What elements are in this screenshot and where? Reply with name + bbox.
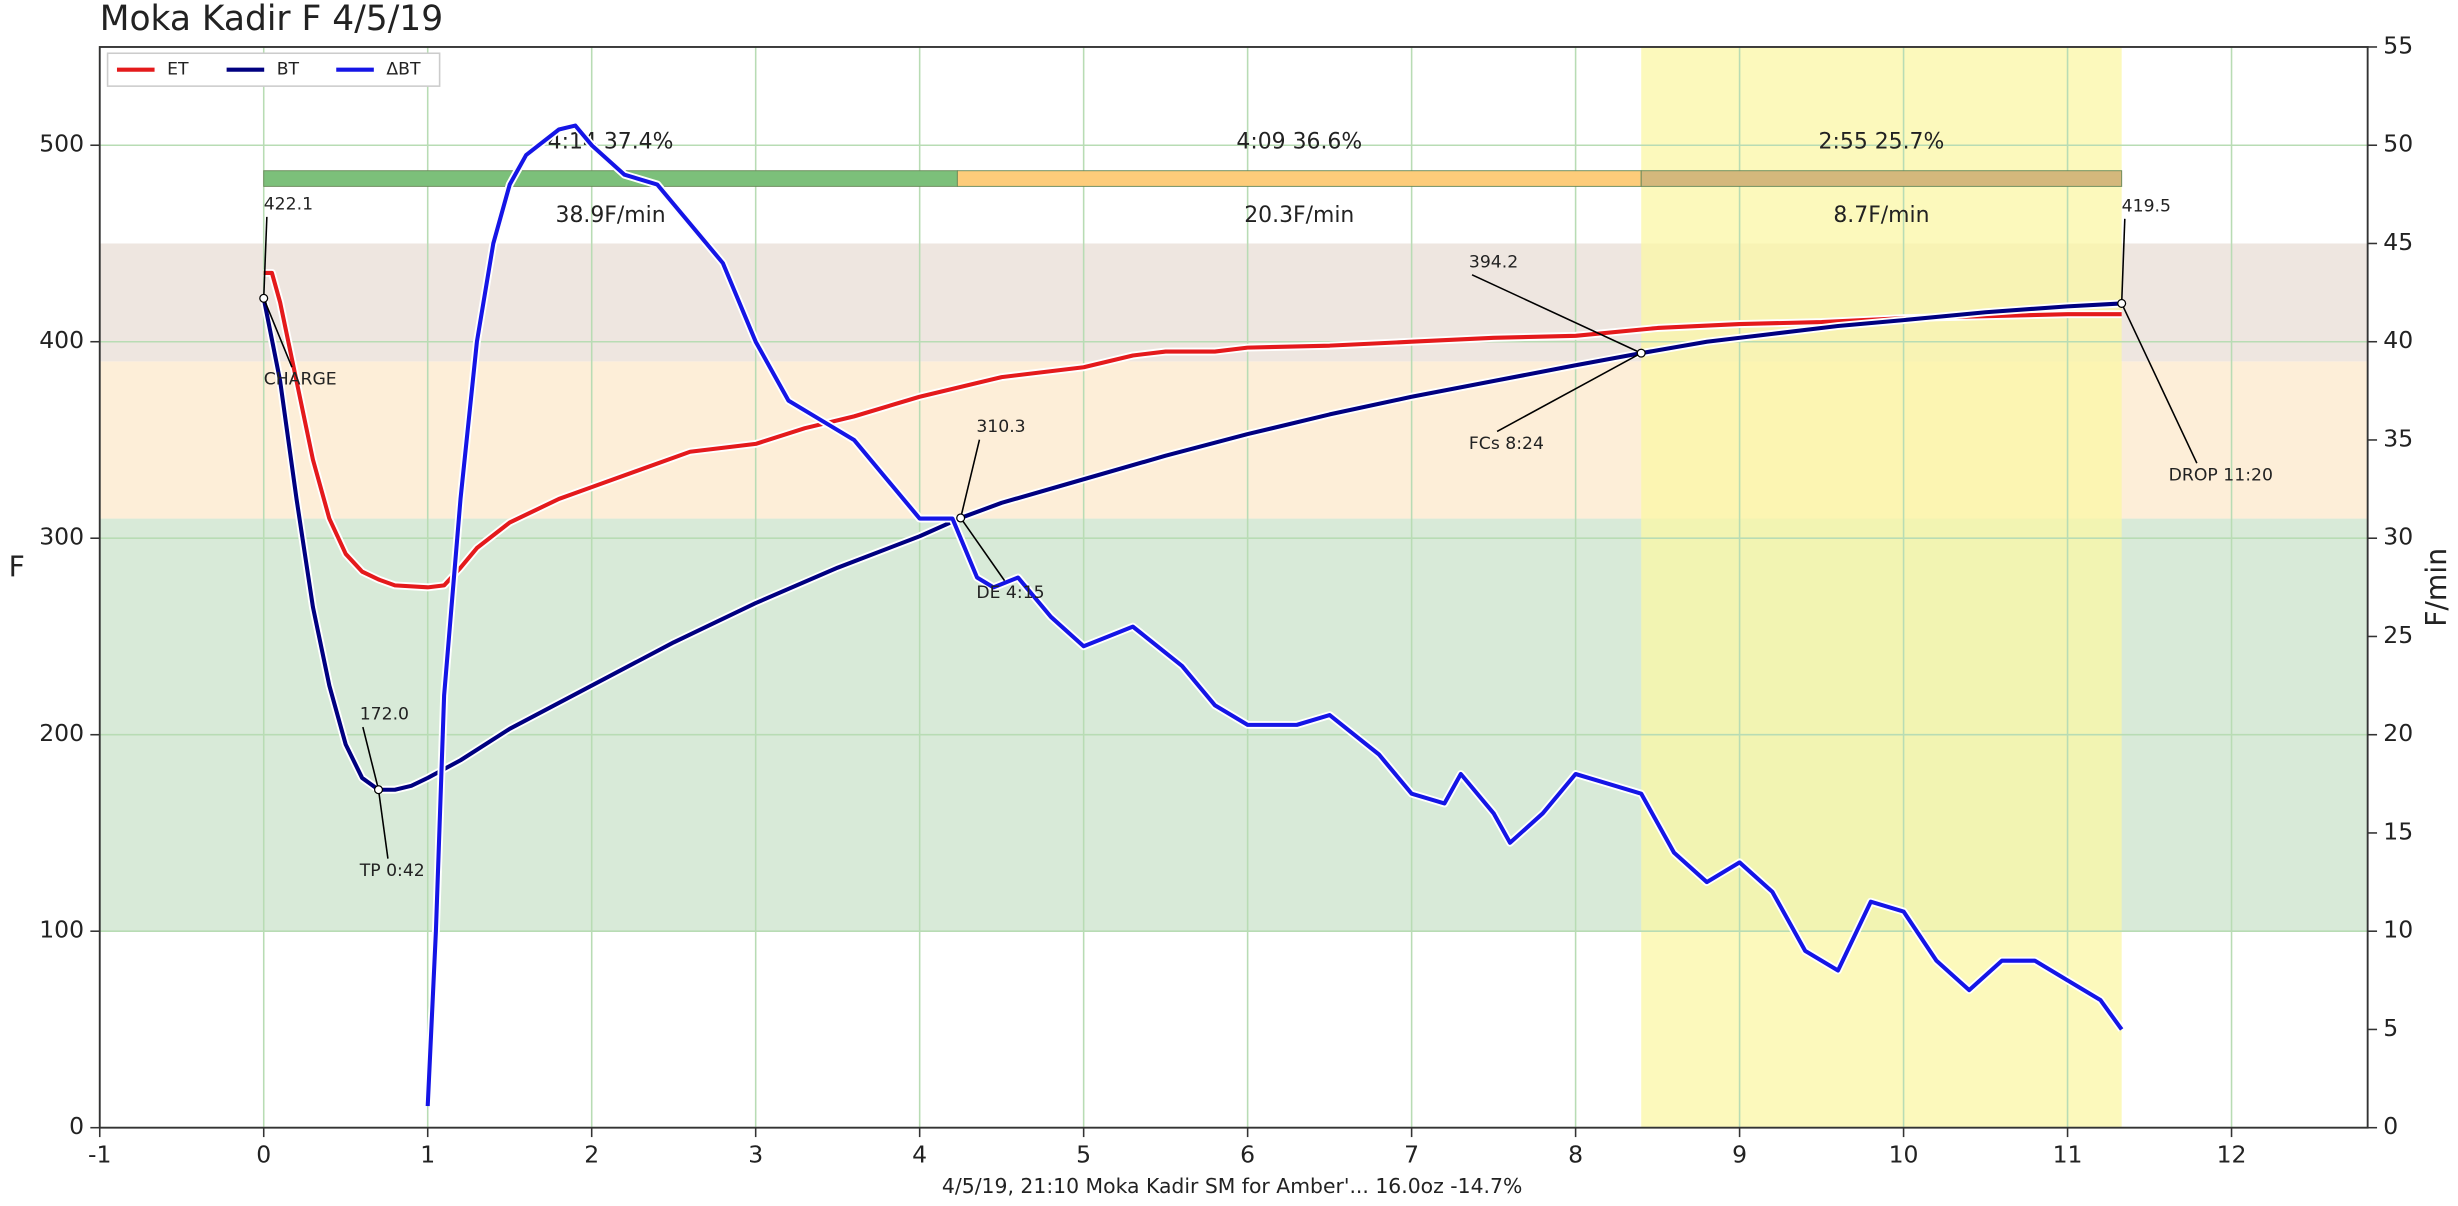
legend-box [106, 52, 441, 87]
legend-label: ΔBT [386, 60, 421, 80]
event-pointer [960, 517, 1006, 582]
event-name: TP 0:42 [359, 861, 425, 881]
event-pointer [2120, 303, 2198, 464]
event-name: DROP 11:20 [2169, 466, 2273, 486]
event-pointer [959, 439, 981, 519]
event-pointer [1471, 274, 1642, 354]
y-tick-label: 400 [39, 326, 84, 354]
phase-label: 4:09 36.6% [1236, 130, 1362, 155]
y-tick-label: 100 [39, 916, 84, 944]
phase-bar [263, 170, 958, 187]
event-marker [956, 513, 966, 523]
y-tick-label: 200 [39, 719, 84, 747]
event-pointer [1496, 352, 1642, 433]
legend: ET BT ΔBT [106, 52, 441, 87]
y2-tick-label: 35 [2383, 424, 2413, 452]
x-tick-label: 9 [1732, 1140, 1747, 1168]
event-marker [259, 293, 269, 303]
phase-rate: 20.3F/min [1244, 203, 1354, 228]
event-value: 422.1 [264, 194, 313, 214]
event-pointer [263, 298, 293, 368]
y2-tick-label: 20 [2383, 719, 2413, 747]
y2-tick-label: 45 [2383, 228, 2413, 256]
event-value: 172.0 [360, 705, 409, 725]
event-pointer [377, 789, 389, 859]
y-tick-label: 300 [39, 523, 84, 551]
phase-rate: 38.9F/min [556, 203, 666, 228]
y-axis-label: F [9, 551, 25, 584]
event-marker [1636, 348, 1646, 358]
y2-axis-label: F/min [2420, 548, 2453, 627]
y2-tick-label: 25 [2383, 621, 2413, 649]
event-value: 394.2 [1469, 252, 1518, 272]
x-tick-label: 7 [1404, 1140, 1419, 1168]
y2-tick-label: 50 [2383, 130, 2413, 158]
x-tick-label: 2 [584, 1140, 599, 1168]
event-pointer [262, 216, 268, 299]
y-tick-label: 0 [69, 1112, 84, 1140]
series-line [261, 297, 2122, 792]
legend-label: BT [277, 60, 300, 80]
event-name: CHARGE [264, 370, 337, 390]
y2-tick-label: 15 [2383, 817, 2413, 845]
x-tick-label: -1 [88, 1140, 111, 1168]
event-pointer [2120, 218, 2126, 304]
y-tick-label: 500 [39, 130, 84, 158]
x-tick-label: 10 [1889, 1140, 1919, 1168]
event-value: 419.5 [2122, 196, 2171, 216]
y2-tick-label: 30 [2383, 523, 2413, 551]
series-line [425, 123, 2124, 1107]
y2-tick-label: 55 [2383, 31, 2413, 59]
event-name: DE 4:15 [976, 583, 1044, 603]
series-line [263, 270, 2122, 590]
legend-label: ET [167, 60, 189, 80]
y2-tick-label: 0 [2383, 1112, 2398, 1140]
phase-bar [1640, 170, 2123, 187]
y2-tick-label: 40 [2383, 326, 2413, 354]
x-tick-label: 3 [748, 1140, 763, 1168]
x-tick-label: 0 [256, 1140, 271, 1168]
phase-bar [956, 170, 1642, 187]
chart-title: Moka Kadir F 4/5/19 [100, 0, 443, 39]
event-marker [373, 785, 384, 795]
x-tick-label: 4 [912, 1140, 927, 1168]
x-tick-label: 6 [1240, 1140, 1255, 1168]
phase-rate: 8.7F/min [1833, 203, 1929, 228]
roast-highlight [1641, 46, 2122, 1128]
y2-tick-label: 5 [2383, 1014, 2398, 1042]
plot-frame [98, 46, 2369, 1129]
event-value: 310.3 [976, 417, 1025, 437]
phase-label: 2:55 25.7% [1819, 130, 1945, 155]
footer: 4/5/19, 21:10 Moka Kadir SM for Amber'..… [942, 1174, 1522, 1198]
x-tick-label: 12 [2217, 1140, 2247, 1168]
x-tick-label: 8 [1568, 1140, 1583, 1168]
event-pointer [362, 726, 380, 790]
x-tick-label: 5 [1076, 1140, 1091, 1168]
event-name: FCs 8:24 [1469, 434, 1544, 454]
event-marker [2117, 298, 2127, 308]
x-tick-label: 1 [420, 1140, 435, 1168]
x-tick-label: 11 [2053, 1140, 2083, 1168]
y2-tick-label: 10 [2383, 916, 2413, 944]
phase-label: 4:14 37.4% [548, 130, 674, 155]
